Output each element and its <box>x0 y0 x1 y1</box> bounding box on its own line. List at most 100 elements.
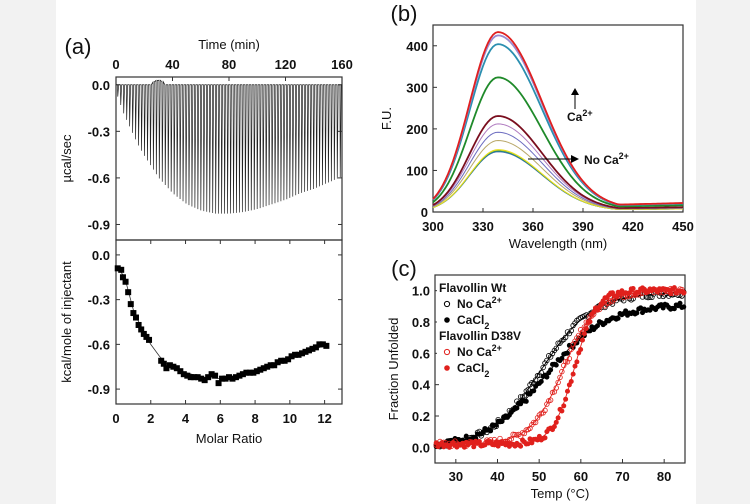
data-point <box>626 290 632 296</box>
spectrum-line <box>432 115 684 209</box>
data-point <box>170 363 177 370</box>
data-point <box>243 369 250 376</box>
data-point <box>542 435 548 441</box>
plot-frame-b <box>432 24 684 213</box>
data-point <box>138 326 145 333</box>
data-point <box>222 375 229 382</box>
data-point <box>499 418 505 424</box>
annotation-no-ca2plus: No Ca2+ <box>584 151 629 167</box>
data-point <box>469 440 475 446</box>
legend-group-title: Flavollin Wt <box>439 281 506 295</box>
data-point <box>532 419 539 426</box>
data-point <box>544 357 550 364</box>
data-point <box>219 375 226 382</box>
data-point <box>285 356 292 363</box>
data-point <box>476 438 482 444</box>
y-tick-label: 0.6 <box>412 346 430 361</box>
data-point <box>681 290 687 296</box>
x-tick-label: 0 <box>112 57 119 72</box>
spectrum-line <box>432 151 684 211</box>
data-point <box>180 371 187 378</box>
panel-label-c: (c) <box>391 256 417 281</box>
x-tick-label: 50 <box>532 469 546 484</box>
data-point <box>518 443 524 449</box>
data-point <box>309 345 316 352</box>
data-point <box>548 367 554 373</box>
data-point <box>587 319 593 325</box>
data-point <box>527 436 533 442</box>
legend-entry-label: CaCl2 <box>457 313 489 331</box>
data-point <box>553 345 559 351</box>
data-point <box>125 289 132 296</box>
data-point <box>236 372 243 379</box>
x-axis-label-a-bottom: Molar Ratio <box>196 431 262 446</box>
y-tick-label: 400 <box>406 39 428 54</box>
x-axis-label-a-top: Time (min) <box>198 37 260 52</box>
data-point <box>191 374 198 381</box>
data-point <box>229 375 236 382</box>
legend-bg <box>437 345 507 360</box>
data-point <box>119 274 126 281</box>
itc-raw-trace <box>116 79 342 214</box>
plot-frame-a-bottom <box>115 239 343 405</box>
data-point <box>132 314 139 321</box>
panel-b: (b) 300 330 360 390 420 450 0 100 200 300 400 Wavele… <box>379 1 694 251</box>
y-tick-label: 0.8 <box>412 315 430 330</box>
x-tick-label: 120 <box>275 57 297 72</box>
arrow-up-head <box>571 88 579 95</box>
x-tick-label: 4 <box>182 411 190 426</box>
data-point <box>187 374 194 381</box>
data-point <box>433 440 439 446</box>
data-point <box>246 369 253 376</box>
arrow-right-head <box>571 155 579 163</box>
y-tick-label: 0.4 <box>412 378 431 393</box>
data-point <box>562 359 569 365</box>
x-tick-label: 0 <box>112 411 119 426</box>
y-tick-label: -0.9 <box>88 217 110 232</box>
y-tick-label: -0.3 <box>88 293 110 308</box>
data-point <box>323 342 330 349</box>
data-point <box>566 355 573 362</box>
data-point <box>660 305 666 311</box>
data-point <box>647 294 653 300</box>
legend-bg <box>437 281 533 296</box>
data-point <box>130 310 137 317</box>
data-point <box>146 336 153 343</box>
x-tick-label: 10 <box>283 411 297 426</box>
x-tick-label: 70 <box>615 469 629 484</box>
data-point <box>681 304 687 310</box>
data-point <box>547 397 554 403</box>
y-tick-label: 0.0 <box>92 78 110 93</box>
data-point <box>319 341 326 348</box>
data-point <box>634 310 640 316</box>
data-point <box>302 348 309 355</box>
data-point <box>253 368 260 375</box>
x-tick-label: 12 <box>317 411 331 426</box>
data-point <box>239 371 246 378</box>
data-point <box>531 419 537 426</box>
data-point <box>278 357 285 364</box>
data-point <box>671 306 677 312</box>
data-point <box>576 332 582 339</box>
y-tick-label: -0.3 <box>88 124 110 139</box>
data-point <box>177 368 184 375</box>
data-point <box>493 439 499 445</box>
data-point <box>508 436 514 442</box>
data-point <box>521 393 528 399</box>
x-tick-label: 80 <box>657 469 671 484</box>
spectrum-line <box>432 31 684 206</box>
legend-bg <box>437 361 507 376</box>
y-tick-label: -0.9 <box>88 382 110 397</box>
data-point <box>561 403 567 409</box>
data-point <box>559 355 565 361</box>
data-point <box>160 360 167 367</box>
data-point <box>555 379 561 386</box>
y-tick-label: 100 <box>406 163 428 178</box>
data-point <box>514 405 520 411</box>
data-point <box>583 325 589 331</box>
x-tick-label: 450 <box>672 219 694 234</box>
data-point <box>288 353 295 360</box>
legend-bg <box>437 297 507 312</box>
data-point <box>292 351 299 358</box>
data-point <box>587 328 593 334</box>
